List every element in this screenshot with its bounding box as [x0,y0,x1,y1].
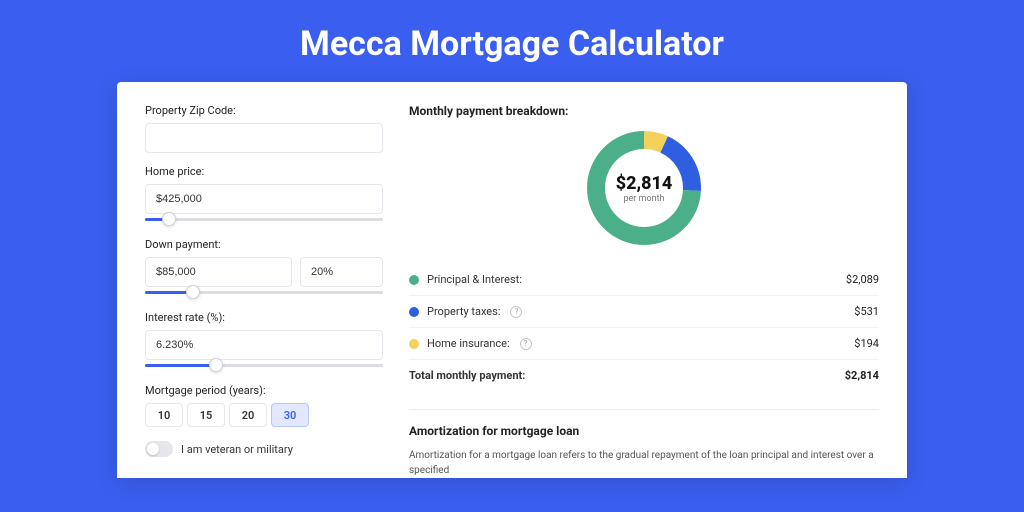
interest-group: Interest rate (%): [145,311,383,372]
interest-slider[interactable] [145,358,383,372]
slider-track [145,218,383,221]
legend-label: Property taxes: [427,305,500,318]
down-payment-pct-input[interactable] [300,257,383,287]
zip-group: Property Zip Code: [145,104,383,153]
legend-row: Principal & Interest: $2,089 [409,264,879,296]
total-label: Total monthly payment: [409,369,525,382]
legend: Principal & Interest: $2,089 Property taxe… [409,264,879,360]
period-group: Mortgage period (years): 10152030 [145,384,383,427]
period-label: Mortgage period (years): [145,384,383,397]
down-payment-slider[interactable] [145,285,383,299]
total-value: $2,814 [845,369,879,382]
total-row: Total monthly payment: $2,814 [409,360,879,391]
period-row: 10152030 [145,403,383,427]
down-payment-label: Down payment: [145,238,383,251]
donut-center: $2,814 per month [584,128,704,248]
legend-label: Principal & Interest: [427,273,522,286]
veteran-toggle[interactable] [145,441,173,457]
period-button-20[interactable]: 20 [229,403,267,427]
home-price-input[interactable] [145,184,383,214]
interest-label: Interest rate (%): [145,311,383,324]
period-button-30[interactable]: 30 [271,403,309,427]
down-payment-input[interactable] [145,257,292,287]
slider-thumb[interactable] [186,285,200,299]
amortization-title: Amortization for mortgage loan [409,424,879,438]
amortization-text: Amortization for a mortgage loan refers … [409,448,879,478]
interest-input[interactable] [145,330,383,360]
veteran-row: I am veteran or military [145,441,383,457]
breakdown-title: Monthly payment breakdown: [409,104,879,118]
down-payment-group: Down payment: [145,238,383,299]
legend-label: Home insurance: [427,337,510,350]
slider-thumb[interactable] [162,212,176,226]
legend-dot [409,275,419,285]
help-icon[interactable]: ? [520,338,532,350]
legend-value: $531 [854,305,879,318]
zip-label: Property Zip Code: [145,104,383,117]
legend-value: $2,089 [846,273,879,286]
page-title: Mecca Mortgage Calculator [0,0,1024,82]
legend-row: Home insurance:? $194 [409,328,879,360]
home-price-label: Home price: [145,165,383,178]
donut-wrap: $2,814 per month [409,128,879,248]
donut-chart: $2,814 per month [584,128,704,248]
veteran-label: I am veteran or military [181,443,293,456]
donut-sub: per month [623,194,664,204]
form-panel: Property Zip Code: Home price: Down paym… [145,104,383,478]
legend-row: Property taxes:? $531 [409,296,879,328]
donut-amount: $2,814 [616,173,673,194]
amortization-section: Amortization for mortgage loan Amortizat… [409,409,879,478]
slider-fill [145,364,216,367]
home-price-group: Home price: [145,165,383,226]
legend-value: $194 [854,337,879,350]
toggle-knob [147,443,159,455]
legend-dot [409,307,419,317]
breakdown-panel: Monthly payment breakdown: $2,814 per mo… [409,104,879,478]
slider-thumb[interactable] [209,358,223,372]
calculator-card: Property Zip Code: Home price: Down paym… [117,82,907,478]
zip-input[interactable] [145,123,383,153]
legend-dot [409,339,419,349]
period-button-15[interactable]: 15 [187,403,225,427]
help-icon[interactable]: ? [510,306,522,318]
period-button-10[interactable]: 10 [145,403,183,427]
home-price-slider[interactable] [145,212,383,226]
